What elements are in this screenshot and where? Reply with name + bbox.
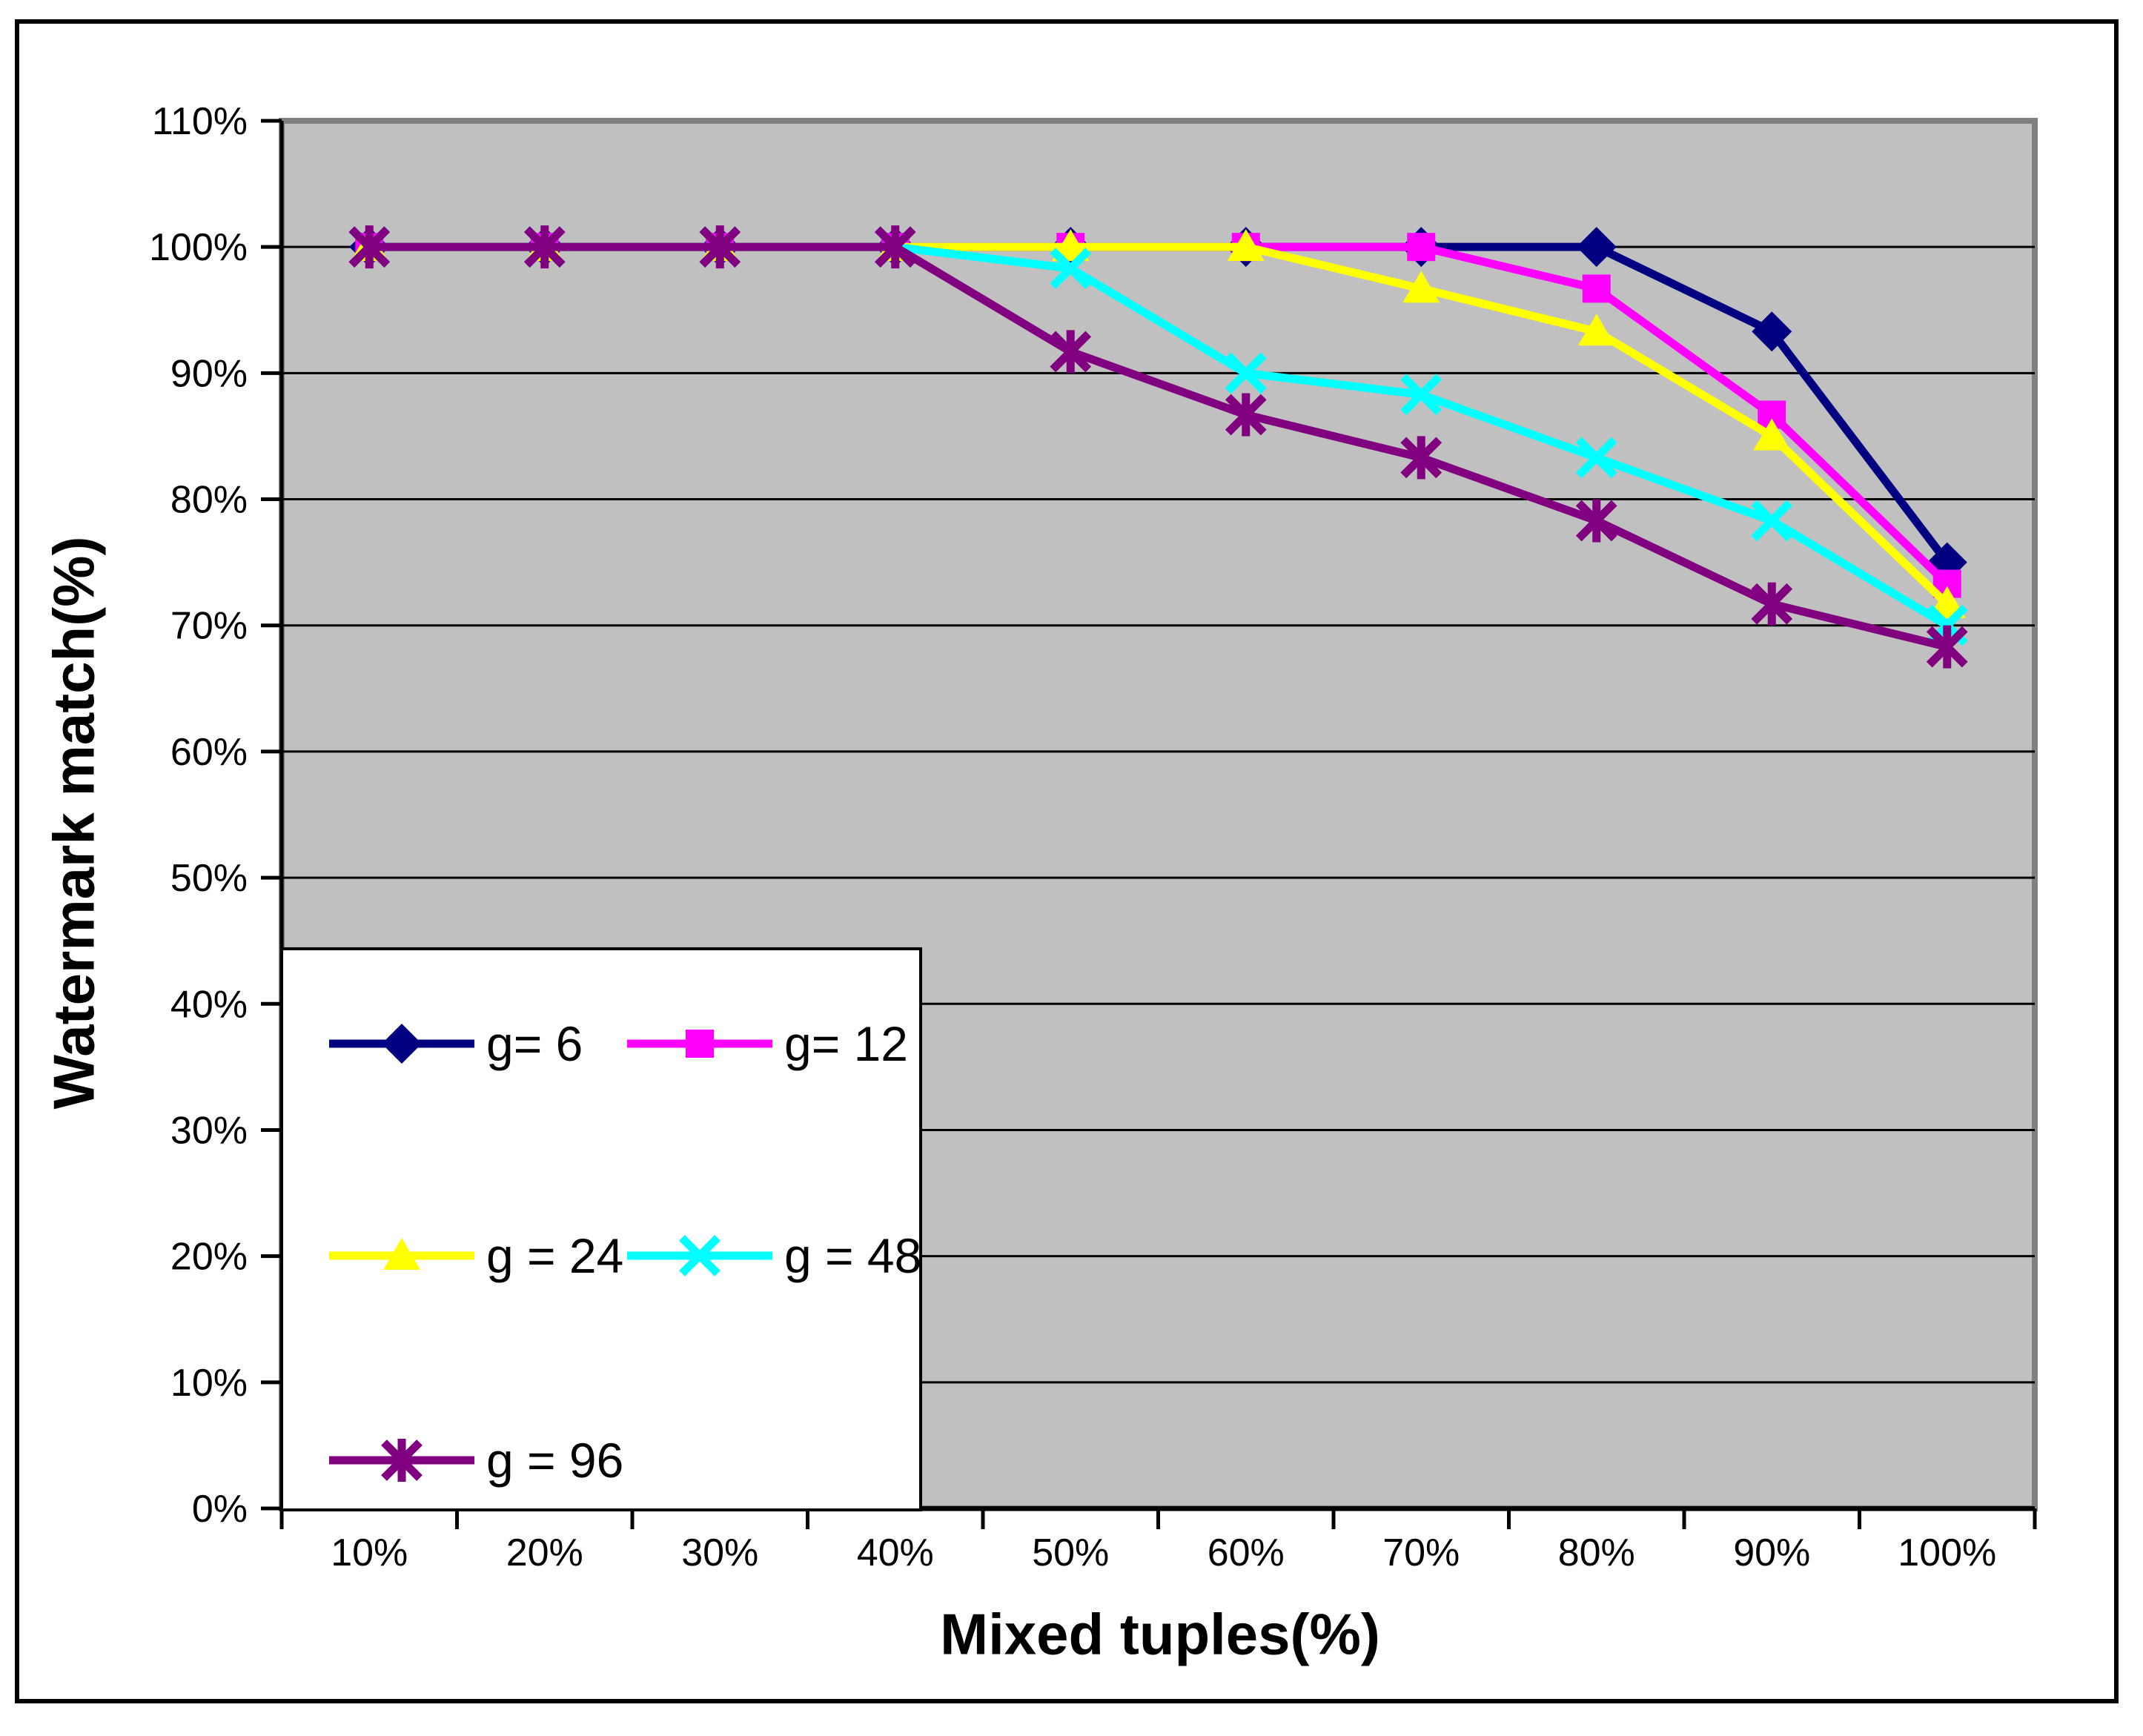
marker-g6-80% (1576, 227, 1617, 268)
y-tick-label-90%: 90% (170, 352, 248, 395)
marker-legend-g96 (381, 1439, 423, 1482)
x-tick-label-60%: 60% (1208, 1531, 1285, 1574)
marker-g48-60% (1225, 352, 1267, 394)
marker-g24-60% (1227, 229, 1265, 262)
legend-entry-g96: g = 96 (328, 1425, 623, 1496)
legend-diamond-icon (328, 1008, 476, 1079)
legend-label-g24: g = 24 (486, 1228, 624, 1283)
y-tick-label-60%: 60% (170, 731, 248, 774)
x-tick-label-20%: 20% (506, 1531, 583, 1574)
marker-g48-50% (1050, 248, 1092, 290)
y-tick-label-110%: 110% (152, 100, 248, 143)
marker-g12-80% (1582, 274, 1611, 303)
x-tick-label-70%: 70% (1382, 1531, 1460, 1574)
marker-g96-60% (1225, 393, 1267, 437)
y-tick-label-40%: 40% (170, 983, 248, 1026)
x-tick-label-10%: 10% (331, 1531, 408, 1574)
legend-sample-g24 (329, 1238, 474, 1270)
marker-legend-g48 (679, 1235, 721, 1276)
marker-g24-100% (1928, 586, 1966, 618)
y-axis-title: Watermark match(%) (41, 536, 107, 1110)
marker-legend-g12 (686, 1030, 714, 1058)
legend-label-g48: g = 48 (784, 1228, 922, 1283)
y-tick-label-70%: 70% (170, 605, 248, 648)
legend-sample-g12 (627, 1030, 772, 1058)
marker-g96-30% (699, 225, 741, 269)
legend-triangle-icon (328, 1220, 476, 1291)
legend-entry-g24: g = 24 (328, 1220, 623, 1291)
marker-g6-90% (1752, 311, 1792, 352)
legend-sample-g48 (627, 1235, 772, 1276)
y-tick-label-100%: 100% (149, 226, 248, 269)
x-tick-label-80%: 80% (1558, 1531, 1635, 1574)
marker-g96-80% (1575, 499, 1617, 543)
marker-g48-70% (1400, 374, 1443, 416)
marker-g96-40% (874, 225, 916, 269)
marker-legend-g6 (382, 1024, 422, 1064)
x-tick-label-30%: 30% (681, 1531, 758, 1574)
marker-g96-90% (1751, 582, 1793, 626)
legend-label-g96: g = 96 (486, 1433, 624, 1488)
x-tick-label-100%: 100% (1898, 1531, 1996, 1574)
marker-g96-10% (348, 225, 391, 269)
marker-g12-70% (1407, 233, 1436, 262)
marker-g96-100% (1926, 625, 1968, 669)
y-tick-label-30%: 30% (170, 1109, 248, 1152)
marker-g24-70% (1402, 271, 1440, 303)
marker-g96-70% (1400, 436, 1443, 480)
legend-sample-g96 (329, 1439, 474, 1482)
y-tick-label-20%: 20% (170, 1236, 248, 1279)
y-tick-label-80%: 80% (170, 479, 248, 522)
legend-x-icon (626, 1220, 774, 1291)
legend-entry-g6: g= 6 (328, 1008, 583, 1079)
marker-g24-80% (1577, 314, 1615, 346)
legend-label-g6: g= 6 (486, 1016, 583, 1071)
legend-asterisk-icon (328, 1425, 476, 1496)
y-tick-label-10%: 10% (170, 1362, 248, 1405)
legend-sample-g6 (329, 1024, 474, 1064)
y-tick-label-0%: 0% (192, 1488, 248, 1531)
figure-border (15, 19, 2119, 1703)
marker-g48-90% (1751, 500, 1793, 542)
legend-entry-g12: g= 12 (626, 1008, 908, 1079)
x-tick-label-40%: 40% (857, 1531, 934, 1574)
legend: g= 6 g= 12 g = 24 g = 48 g = 96 (280, 947, 922, 1511)
marker-legend-g24 (383, 1238, 420, 1270)
legend-entry-g48: g = 48 (626, 1220, 921, 1291)
legend-label-g12: g= 12 (784, 1016, 908, 1071)
marker-g48-80% (1575, 437, 1617, 479)
x-tick-label-50%: 50% (1032, 1531, 1109, 1574)
marker-g96-50% (1050, 330, 1092, 374)
x-axis-title: Mixed tuples(%) (940, 1601, 1380, 1667)
series-line-g96 (369, 242, 1949, 652)
x-tick-label-90%: 90% (1733, 1531, 1810, 1574)
marker-g24-50% (1052, 229, 1090, 262)
legend-square-icon (626, 1008, 774, 1079)
marker-g96-20% (523, 225, 566, 269)
marker-g24-90% (1753, 418, 1791, 451)
y-tick-label-50%: 50% (170, 857, 248, 900)
